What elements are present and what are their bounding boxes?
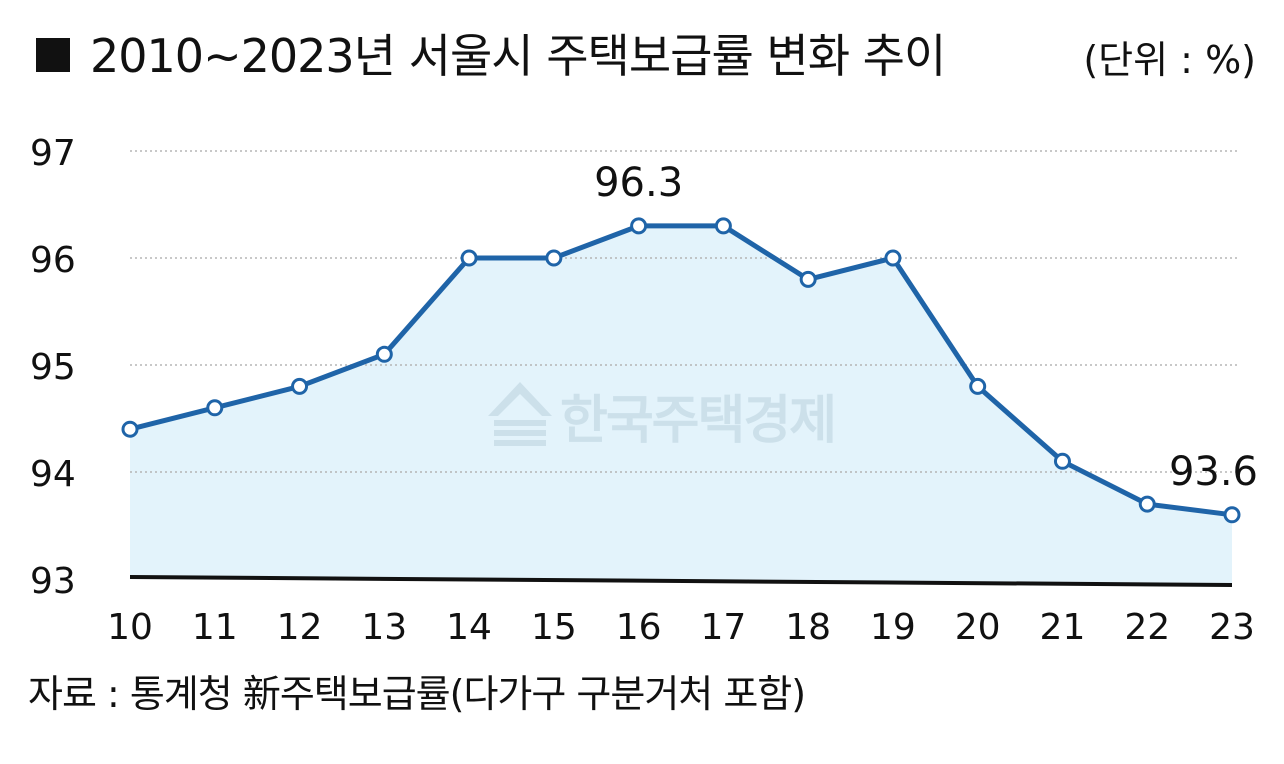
line-chart: 93 94 95 96 97 10 11 12 13 14 15 16 17 18 19 20 21 22 23 96… [30,133,1258,648]
chart-header: 2010~2023년 서울시 주택보급률 변화 추이 (단위 : %) [28,22,1256,92]
data-point-12 [291,377,309,395]
y-tick-label-95: 95 [30,347,76,388]
y-tick-label-96: 96 [30,240,76,281]
data-point-15 [545,249,563,267]
data-point-13 [375,345,393,363]
x-tick-label-16: 16 [616,607,662,648]
x-tick-label-11: 11 [192,607,238,648]
x-tick-label-10: 10 [107,607,153,648]
chart-title: 2010~2023년 서울시 주택보급률 변화 추이 [90,29,946,83]
x-tick-label-19: 19 [870,607,916,648]
data-point-18 [799,270,817,288]
source-note: 자료 : 통계청 新주택보급률(다가구 구분거처 포함) [28,672,806,716]
x-tick-label-21: 21 [1040,607,1086,648]
y-tick-label-94: 94 [30,454,76,495]
data-point-17 [714,217,732,235]
data-point-19 [884,249,902,267]
data-point-21 [1053,452,1071,470]
data-point-23 [1223,506,1241,524]
x-tick-label-12: 12 [277,607,323,648]
data-point-16 [630,217,648,235]
data-label-16: 96.3 [594,160,683,206]
title-bullet-icon [36,38,70,72]
data-label-23: 93.6 [1169,449,1258,495]
y-tick-label-93: 93 [30,561,76,602]
y-tick-label-97: 97 [30,133,76,174]
x-tick-label-15: 15 [531,607,577,648]
data-point-22 [1138,495,1156,513]
data-point-14 [460,249,478,267]
x-tick-label-18: 18 [785,607,831,648]
unit-label: (단위 : %) [1083,38,1256,82]
x-axis-baseline [129,575,1233,587]
x-tick-label-22: 22 [1124,607,1170,648]
x-tick-label-23: 23 [1209,607,1255,648]
data-point-11 [206,399,224,417]
data-point-20 [969,377,987,395]
x-tick-label-13: 13 [361,607,407,648]
series-line [129,223,1233,518]
x-tick-label-20: 20 [955,607,1001,648]
x-tick-label-17: 17 [700,607,746,648]
data-point-10 [121,420,139,438]
x-tick-label-14: 14 [446,607,492,648]
area-fill [130,225,1232,585]
